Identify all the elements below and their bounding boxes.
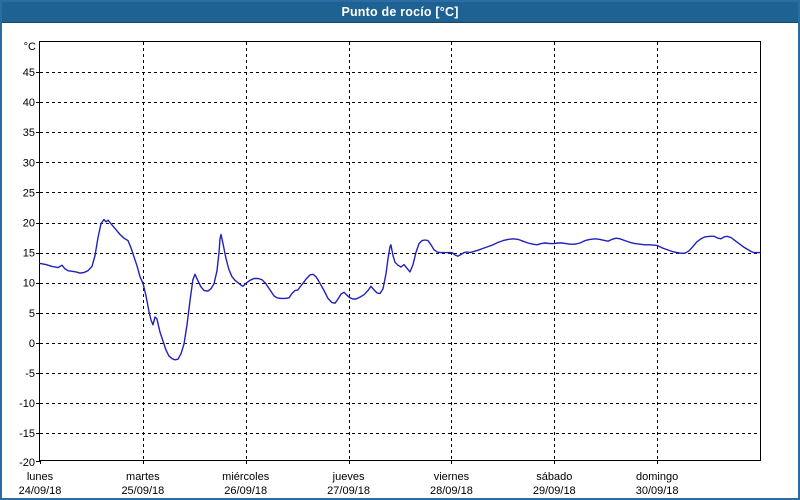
y-tick-label: -5 (25, 368, 35, 380)
y-tick-label: -15 (19, 428, 35, 440)
y-axis-unit-label: °C (24, 41, 36, 53)
day-name-label: lunes (27, 471, 54, 483)
y-tick-label: -20 (19, 457, 35, 469)
dew-point-line-chart: 45 40 35 30 25 20 15 10 5 0 -5 -10 -15 -20 °C lunes 24/0… (19, 41, 761, 497)
day-date-label: 30/09/18 (636, 485, 679, 497)
chart-area: 45 40 35 30 25 20 15 10 5 0 -5 -10 -15 -20 °C lunes 24/0… (2, 23, 798, 498)
y-tick-label: 45 (23, 67, 35, 79)
day-name-label: miércoles (222, 471, 270, 483)
day-date-label: 28/09/18 (430, 485, 473, 497)
day-name-label: viernes (434, 471, 470, 483)
day-date-label: 24/09/18 (19, 485, 62, 497)
y-tick-label: 5 (29, 308, 35, 320)
y-tick-label: 15 (23, 248, 35, 260)
day-date-label: 26/09/18 (224, 485, 267, 497)
day-name-label: martes (126, 471, 160, 483)
day-name-label: sábado (536, 471, 572, 483)
y-tick-label: 30 (23, 157, 35, 169)
y-tick-label: 0 (29, 338, 35, 350)
plot-frame (39, 41, 761, 461)
y-tick-label: -10 (19, 398, 35, 410)
y-tick-label: 20 (23, 218, 35, 230)
day-name-label: jueves (332, 471, 365, 483)
y-tick-label: 25 (23, 187, 35, 199)
dew-point-series-line (39, 218, 761, 361)
day-date-label: 29/09/18 (533, 485, 576, 497)
y-tick-label: 40 (23, 97, 35, 109)
chart-title: Punto de rocío [°C] (341, 5, 459, 19)
y-tick-label: 10 (23, 278, 35, 290)
day-name-label: domingo (636, 471, 678, 483)
day-date-label: 27/09/18 (327, 485, 370, 497)
y-tick-label: 35 (23, 127, 35, 139)
day-date-label: 25/09/18 (121, 485, 164, 497)
window-titlebar: Punto de rocío [°C] (2, 2, 798, 23)
